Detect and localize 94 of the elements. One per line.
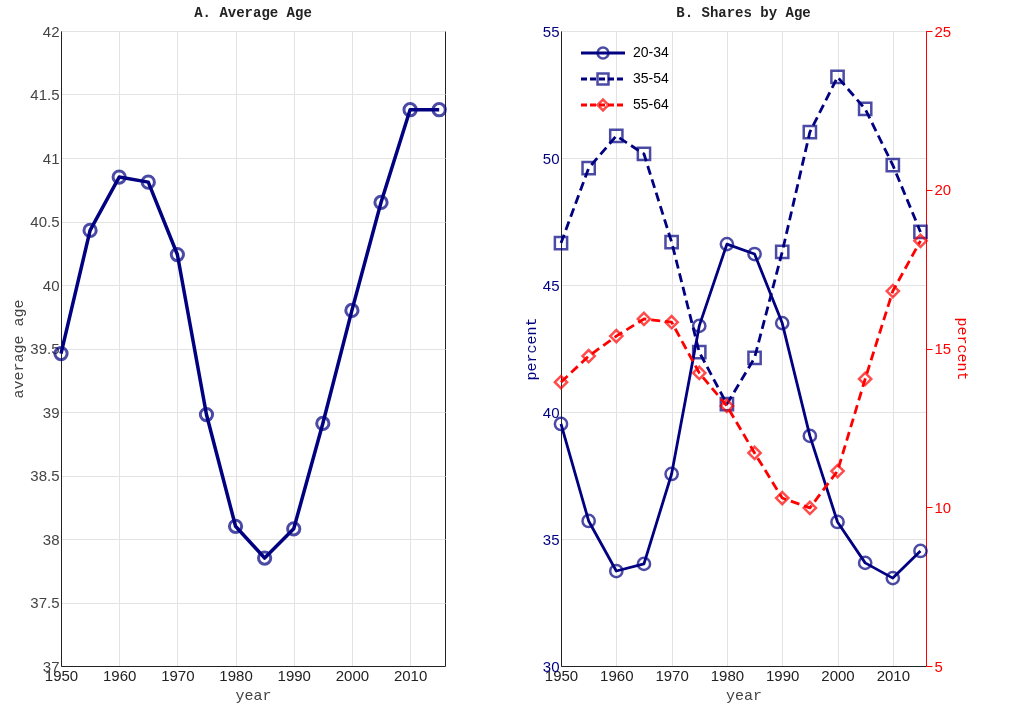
y-tick-label: 39 — [42, 403, 60, 421]
y-tick-label: 35 — [542, 530, 560, 548]
y-tick-label: 41 — [42, 149, 60, 167]
legend-label: 35-54 — [633, 70, 670, 86]
point — [885, 570, 901, 586]
point — [636, 556, 652, 572]
point — [581, 348, 597, 364]
x-tick-label: 2010 — [393, 666, 428, 684]
x-axis-title: year — [725, 687, 763, 705]
point — [830, 463, 845, 479]
point — [608, 328, 624, 344]
point — [227, 518, 244, 534]
point — [111, 169, 127, 185]
point — [691, 344, 707, 360]
point — [140, 174, 156, 190]
y-tick-label: 38.5 — [30, 467, 60, 484]
point — [431, 102, 447, 118]
point — [169, 246, 185, 263]
point — [830, 69, 845, 85]
point — [885, 157, 901, 173]
x-tick-label: 1960 — [600, 666, 634, 684]
point — [82, 222, 98, 238]
point — [581, 513, 597, 529]
point — [747, 350, 762, 366]
x-tick-label: 2000 — [335, 666, 370, 684]
y-tick-label: 37.5 — [30, 594, 60, 611]
y-tick-label: 42 — [42, 22, 60, 40]
point — [553, 374, 569, 390]
y-tick-label: 40 — [42, 276, 60, 294]
point — [802, 124, 818, 140]
y2-axis-title: percent — [953, 317, 971, 381]
point — [802, 500, 818, 516]
y2-tick-label: 15 — [934, 340, 952, 357]
point — [581, 160, 597, 176]
point — [373, 194, 389, 211]
y-tick-label: 55 — [542, 22, 560, 40]
point — [774, 244, 790, 260]
x-tick-label: 2000 — [821, 666, 855, 684]
y-tick-label: 40 — [542, 403, 560, 421]
y-tick-label: 38 — [42, 530, 60, 548]
y-tick-label: 50 — [542, 149, 560, 167]
legend-label: 20-34 — [633, 44, 670, 60]
point — [830, 514, 845, 530]
point — [636, 311, 652, 327]
y-tick-label: 45 — [542, 276, 560, 294]
point — [286, 521, 302, 537]
x-tick-label: 1990 — [277, 666, 311, 684]
x-tick-label: 1990 — [766, 666, 800, 684]
point — [315, 415, 331, 432]
point — [774, 315, 790, 331]
point — [608, 128, 624, 144]
point — [857, 555, 873, 571]
y2-tick-label: 20 — [934, 181, 952, 199]
point — [774, 490, 790, 506]
point — [857, 101, 873, 117]
point — [344, 302, 360, 319]
chart-title: A. Average Age — [194, 5, 312, 21]
point — [608, 563, 624, 579]
point — [691, 365, 707, 381]
point — [857, 371, 873, 387]
x-tick-label: 2010 — [876, 666, 911, 684]
point — [553, 235, 569, 251]
x-axis-title: year — [235, 687, 272, 705]
y-tick-label: 40.5 — [30, 213, 60, 230]
point — [664, 314, 679, 330]
x-tick-label: 1960 — [102, 666, 137, 684]
point — [636, 146, 652, 162]
x-tick-label: 1970 — [655, 666, 689, 684]
y-axis-title: average age — [11, 299, 29, 399]
point — [913, 233, 928, 249]
point — [257, 550, 273, 566]
point — [747, 445, 762, 461]
point — [913, 543, 928, 559]
y-tick-label: 41.5 — [30, 86, 60, 103]
y-axis-title: percent — [523, 317, 541, 381]
y2-tick-label: 10 — [934, 498, 952, 516]
y2-tick-label: 5 — [934, 657, 943, 675]
point — [719, 236, 735, 252]
point — [885, 283, 901, 299]
point — [198, 406, 215, 423]
point — [802, 428, 818, 444]
legend-label: 55-64 — [633, 96, 670, 112]
y2-tick-label: 25 — [934, 22, 952, 40]
x-tick-label: 1980 — [219, 666, 253, 684]
point — [664, 234, 679, 250]
point — [553, 416, 569, 432]
chart-title: B. Shares by Age — [676, 5, 811, 21]
y-tick-label: 39.5 — [30, 340, 60, 357]
point — [747, 246, 762, 262]
point — [664, 466, 679, 482]
x-tick-label: 1980 — [710, 666, 745, 684]
point — [691, 318, 707, 334]
x-tick-label: 1970 — [161, 666, 195, 684]
point — [402, 102, 418, 118]
